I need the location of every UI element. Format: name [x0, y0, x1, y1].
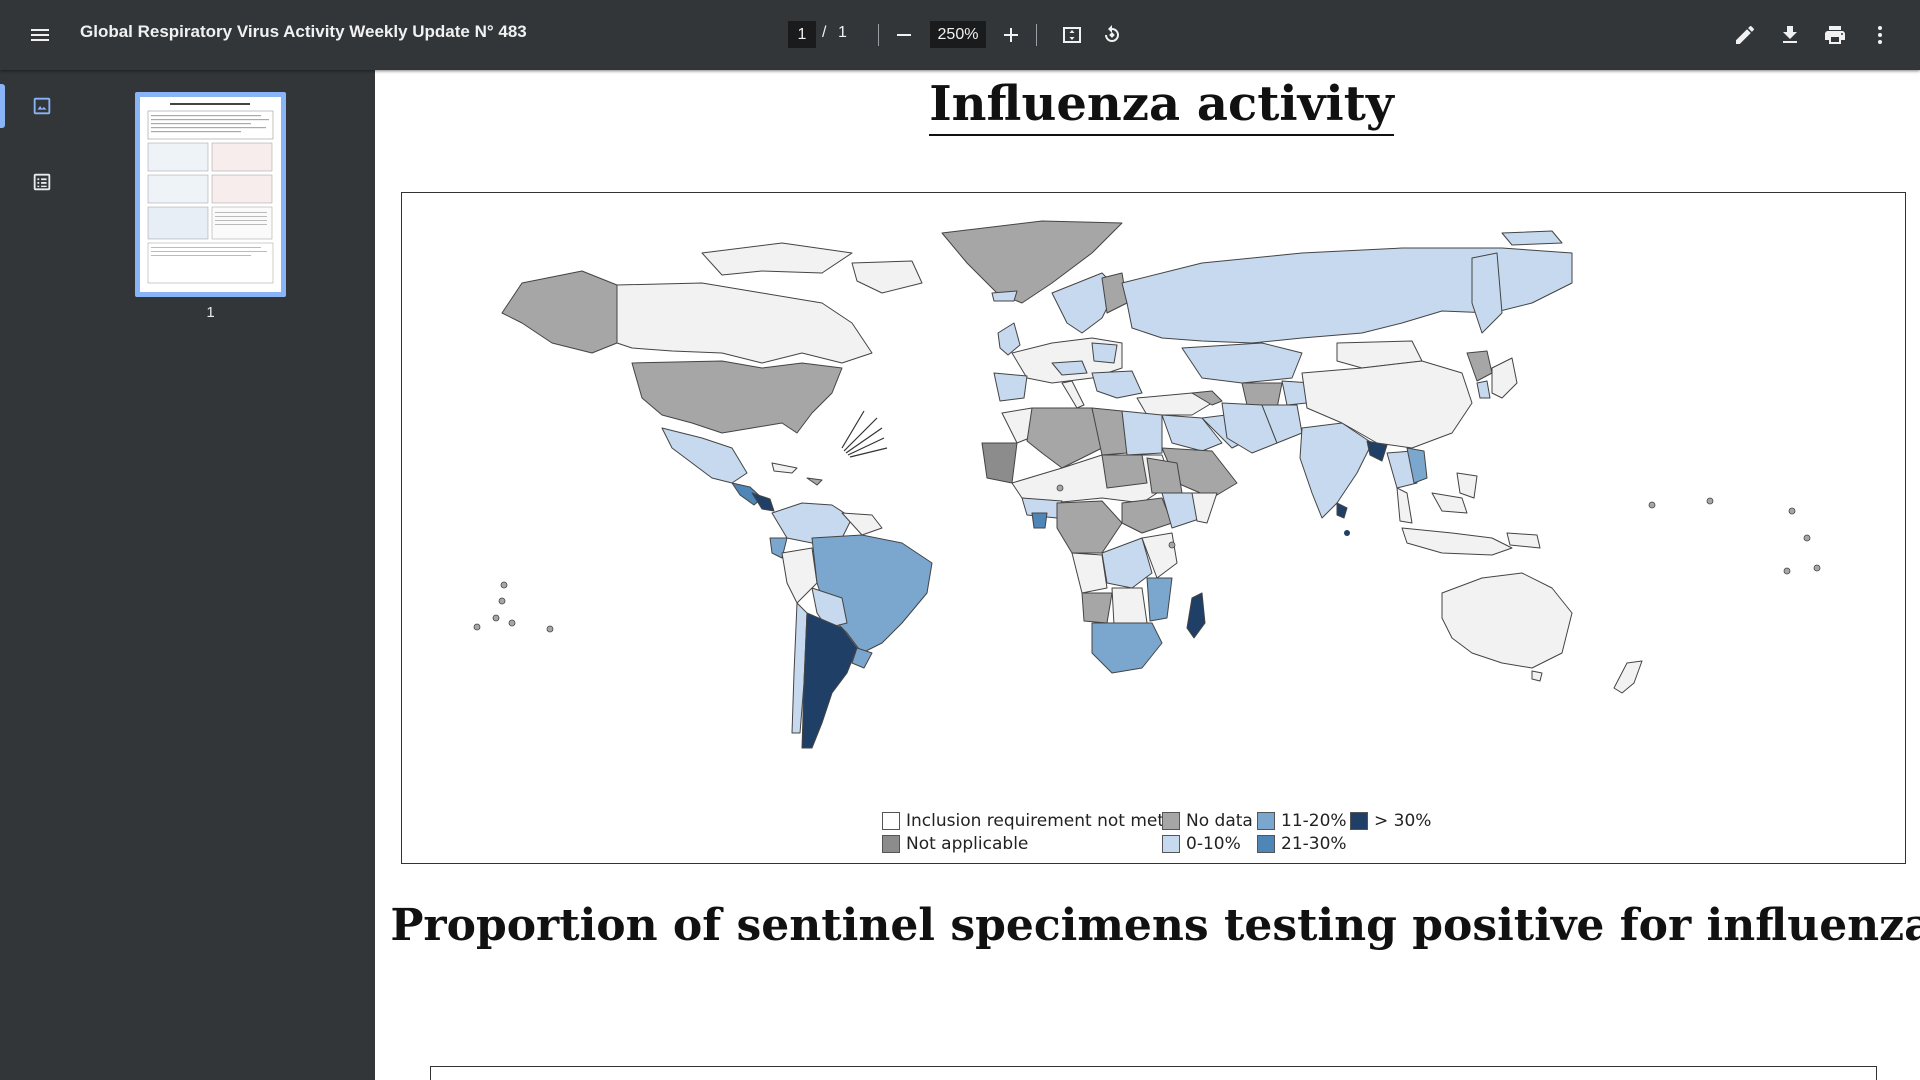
- colombia-venezuela-shape: [771, 502, 853, 544]
- new-zealand-shape: [1613, 660, 1643, 694]
- canada-shape: [616, 282, 873, 364]
- turkey-shape: [1136, 392, 1213, 416]
- print-button[interactable]: [1815, 15, 1855, 55]
- page-thumbnail[interactable]: [135, 92, 286, 297]
- legend-swatch: [1257, 835, 1275, 853]
- more-vert-icon: [1878, 26, 1882, 44]
- menu-icon[interactable]: [20, 15, 60, 55]
- alaska-shape: [501, 270, 618, 354]
- south-africa-shape: [1091, 622, 1163, 674]
- peru-shape: [781, 547, 818, 604]
- legend-item: Inclusion requirement not met: [882, 811, 1164, 831]
- legend-label: 21-30%: [1281, 834, 1347, 854]
- thumbnail-page-number: 1: [206, 304, 215, 321]
- sidebar: 1: [0, 70, 375, 1080]
- russia-shape: [1121, 247, 1573, 344]
- china-shape: [1301, 360, 1473, 449]
- iran-shape: [1221, 402, 1278, 454]
- canada-islands-shape: [701, 242, 853, 276]
- zoom-out-button[interactable]: [884, 15, 924, 55]
- legend-item: Not applicable: [882, 834, 1028, 854]
- legend-swatch: [1350, 812, 1368, 830]
- iberia-shape: [993, 372, 1028, 402]
- download-icon: [1783, 26, 1797, 43]
- legend-item: 21-30%: [1257, 834, 1347, 854]
- iceland-shape: [991, 290, 1018, 302]
- minus-icon: [897, 34, 911, 36]
- scandinavia-shape: [1051, 272, 1118, 334]
- influenza-world-map: Inclusion requirement not met Not applic…: [401, 192, 1906, 864]
- japan-shape: [1491, 357, 1518, 399]
- rotate-button[interactable]: [1092, 15, 1132, 55]
- legend-label: Not applicable: [906, 834, 1029, 854]
- print-icon: [1825, 26, 1845, 44]
- madagascar-shape: [1186, 592, 1206, 639]
- argentina-shape: [801, 612, 858, 749]
- legend-item: No data: [1162, 811, 1253, 831]
- section-heading: Proportion of sentinel specimens testing…: [390, 900, 1920, 951]
- toolbar-divider: [1036, 24, 1037, 46]
- mexico-shape: [661, 427, 748, 484]
- vietnam-shape: [1406, 447, 1428, 484]
- finland-shape: [1101, 272, 1128, 314]
- zoom-level-input[interactable]: 250%: [930, 21, 986, 48]
- influenza-activity-heading: Influenza activity: [375, 76, 1920, 136]
- balkans-shape: [1091, 370, 1143, 399]
- kazakhstan-shape: [1181, 342, 1303, 384]
- zoom-in-button[interactable]: [991, 15, 1031, 55]
- legend-swatch: [1162, 812, 1180, 830]
- fit-page-button[interactable]: [1052, 15, 1092, 55]
- indonesia-shape: [1401, 527, 1513, 556]
- document-title: Global Respiratory Virus Activity Weekly…: [80, 22, 527, 41]
- plus-icon: [1004, 28, 1018, 42]
- legend-swatch: [882, 835, 900, 853]
- korea-shape: [1476, 380, 1491, 399]
- pencil-icon: [1736, 25, 1754, 44]
- thumbnails-view-button[interactable]: [24, 88, 60, 124]
- thumbnail-preview: [140, 97, 281, 292]
- fit-page-icon: [1063, 27, 1081, 43]
- next-figure-frame: [430, 1066, 1877, 1080]
- rotate-icon: [1105, 25, 1119, 42]
- central-africa-shape: [1056, 500, 1123, 554]
- toolbar-divider: [878, 24, 879, 46]
- greenland-shape: [941, 220, 1123, 304]
- legend-item: 0-10%: [1162, 834, 1241, 854]
- legend-swatch: [1162, 835, 1180, 853]
- legend-label: > 30%: [1374, 811, 1432, 831]
- page-total: 1: [838, 24, 847, 41]
- legend-label: 0-10%: [1186, 834, 1241, 854]
- uk-shape: [997, 322, 1021, 356]
- legend-label: Inclusion requirement not met: [906, 811, 1165, 831]
- pdf-page: Influenza activity: [375, 70, 1920, 1080]
- legend-swatch: [1257, 812, 1275, 830]
- active-indicator: [0, 84, 5, 128]
- list-icon: [33, 173, 51, 191]
- legend-item: > 30%: [1350, 811, 1431, 831]
- legend-item: 11-20%: [1257, 811, 1347, 831]
- pdf-toolbar: Global Respiratory Virus Activity Weekly…: [0, 0, 1920, 70]
- outline-view-button[interactable]: [24, 164, 60, 200]
- world-map-graphic: [473, 220, 1821, 749]
- italy-shape: [1061, 380, 1085, 409]
- legend-label: No data: [1186, 811, 1253, 831]
- download-button[interactable]: [1770, 15, 1810, 55]
- legend-label: 11-20%: [1281, 811, 1347, 831]
- image-icon: [33, 97, 51, 115]
- usa-shape: [631, 360, 843, 434]
- annotate-button[interactable]: [1725, 15, 1765, 55]
- page-number-input[interactable]: 1: [788, 21, 816, 48]
- more-options-button[interactable]: [1860, 15, 1900, 55]
- india-shape: [1299, 422, 1373, 519]
- legend-swatch: [882, 812, 900, 830]
- page-separator: /: [822, 24, 827, 41]
- australia-shape: [1441, 572, 1573, 669]
